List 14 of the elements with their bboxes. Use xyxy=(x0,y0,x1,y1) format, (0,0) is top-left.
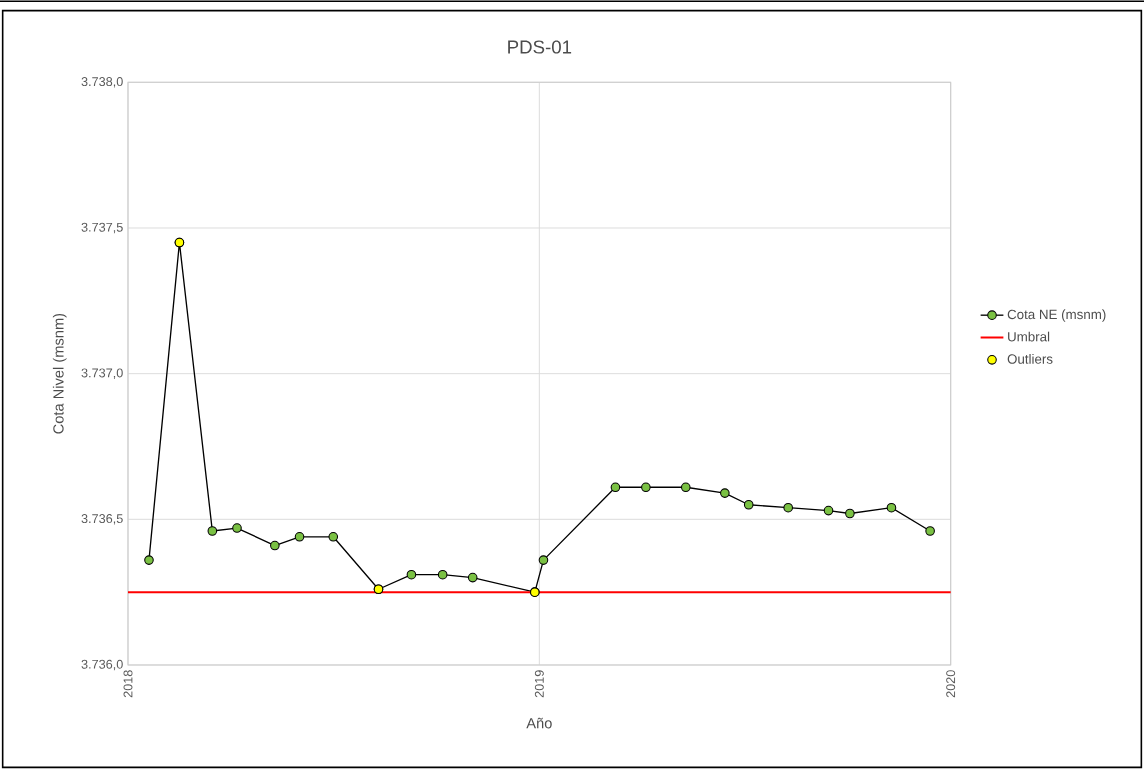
x-axis-title: Año xyxy=(526,717,552,729)
x-tick-label: 2019 xyxy=(534,670,544,698)
y-tick-label: 3.738,0 xyxy=(81,77,123,88)
x-tick-label: 2020 xyxy=(946,670,956,698)
x-tick-label: 2018 xyxy=(123,670,133,698)
legend-label: Umbral xyxy=(1008,331,1050,342)
chart-title: PDS-01 xyxy=(508,40,572,54)
legend-label: Cota NE (msnm) xyxy=(1007,309,1106,322)
y-tick-label: 3.736,0 xyxy=(81,659,123,671)
y-tick-label: 3.736,5 xyxy=(81,514,123,525)
y-tick-label: 3.737,5 xyxy=(81,222,123,234)
y-tick-label: 3.737,0 xyxy=(81,368,123,379)
y-axis-title: Cota Nivel (msnm) xyxy=(52,313,67,434)
legend-label: Outliers xyxy=(1007,354,1053,364)
